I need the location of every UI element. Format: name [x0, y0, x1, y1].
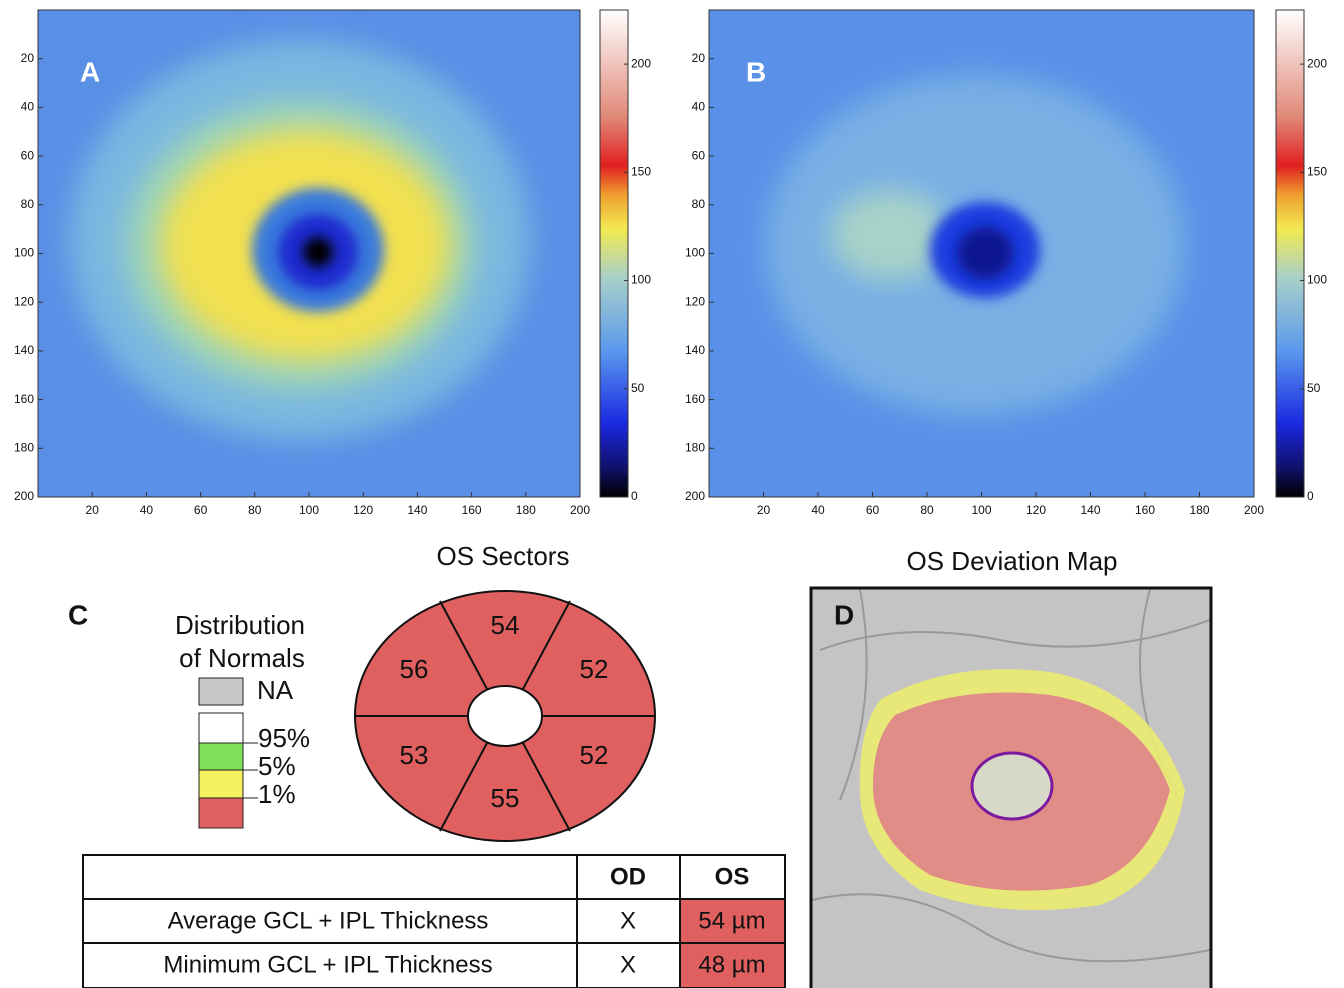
- colorbar-tick-label: 150: [1307, 165, 1327, 179]
- figure: A B C OS Sectors Distribution of Normals…: [0, 0, 1344, 988]
- y-tick-label: 60: [21, 148, 35, 162]
- table-header: OS: [715, 863, 750, 890]
- table-header: OD: [610, 863, 646, 890]
- x-tick-label: 40: [811, 503, 825, 517]
- legend-swatch: [199, 713, 243, 743]
- panel-label: B: [746, 56, 766, 87]
- colorbar-tick-label: 100: [631, 273, 651, 287]
- sector-value: 54: [491, 610, 520, 640]
- colorbar-tick-label: 150: [631, 165, 651, 179]
- y-tick-label: 80: [21, 197, 35, 211]
- x-tick-label: 160: [1135, 503, 1155, 517]
- table-cell: 48 µm: [698, 951, 765, 978]
- sector-value: 55: [491, 783, 520, 813]
- legend-swatch: [199, 743, 243, 770]
- panel-label: A: [80, 56, 100, 87]
- legend-title: of Normals: [179, 643, 305, 673]
- table-cell: 54 µm: [698, 907, 765, 934]
- deviation-map: [812, 589, 1210, 988]
- x-tick-label: 120: [1026, 503, 1046, 517]
- table-cell: Average GCL + IPL Thickness: [168, 907, 489, 934]
- colorbar-tick-label: 200: [1307, 56, 1327, 70]
- x-tick-label: 100: [299, 503, 319, 517]
- legend-item: 1%: [258, 779, 296, 809]
- colorbar: [600, 10, 628, 497]
- legend-title: Distribution: [175, 610, 305, 640]
- x-tick-label: 180: [516, 503, 536, 517]
- y-tick-label: 140: [14, 343, 34, 357]
- sector-value: 52: [580, 654, 609, 684]
- colorbar-tick-label: 50: [631, 381, 645, 395]
- x-tick-label: 60: [866, 503, 880, 517]
- x-tick-label: 140: [407, 503, 427, 517]
- table-cell: X: [620, 907, 636, 934]
- x-tick-label: 200: [570, 503, 590, 517]
- x-tick-label: 20: [757, 503, 771, 517]
- legend-swatch: [199, 770, 243, 798]
- sector-value: 52: [580, 740, 609, 770]
- legend-item: 5%: [258, 751, 296, 781]
- table-cell: Minimum GCL + IPL Thickness: [163, 951, 492, 978]
- colorbar-tick-label: 0: [631, 489, 638, 503]
- colorbar-tick-label: 100: [1307, 273, 1327, 287]
- y-tick-label: 60: [692, 148, 706, 162]
- y-tick-label: 200: [685, 489, 705, 503]
- colorbar-tick-label: 200: [631, 56, 651, 70]
- x-tick-label: 100: [971, 503, 991, 517]
- table-cell: X: [620, 951, 636, 978]
- y-tick-label: 120: [14, 294, 34, 308]
- y-tick-label: 180: [685, 440, 705, 454]
- deviation-title: OS Deviation Map: [907, 546, 1118, 576]
- y-tick-label: 180: [14, 440, 34, 454]
- colorbar-tick-label: 0: [1307, 489, 1314, 503]
- y-tick-label: 100: [685, 246, 705, 260]
- y-tick-label: 80: [692, 197, 706, 211]
- y-tick-label: 160: [14, 392, 34, 406]
- y-tick-label: 200: [14, 489, 34, 503]
- legend-swatch: [199, 798, 243, 828]
- colorbar: [1276, 10, 1304, 497]
- sector-value: 56: [400, 654, 429, 684]
- legend-item: 95%: [258, 723, 310, 753]
- x-tick-label: 160: [462, 503, 482, 517]
- legend-item: NA: [257, 675, 294, 705]
- y-tick-label: 40: [21, 100, 35, 114]
- y-tick-label: 120: [685, 294, 705, 308]
- y-tick-label: 100: [14, 246, 34, 260]
- legend-swatch: [199, 678, 243, 705]
- heatmap-b: [709, 10, 1254, 497]
- y-tick-label: 140: [685, 343, 705, 357]
- y-tick-label: 160: [685, 392, 705, 406]
- x-tick-label: 140: [1080, 503, 1100, 517]
- y-tick-label: 20: [692, 51, 706, 65]
- x-tick-label: 180: [1189, 503, 1209, 517]
- heatmap-a: [38, 10, 580, 497]
- panel-label: C: [68, 599, 88, 630]
- y-tick-label: 20: [21, 51, 35, 65]
- x-tick-label: 80: [248, 503, 262, 517]
- sectors-title: OS Sectors: [437, 541, 570, 571]
- sector-center: [468, 686, 542, 746]
- sector-value: 53: [400, 740, 429, 770]
- x-tick-label: 20: [86, 503, 100, 517]
- x-tick-label: 40: [140, 503, 154, 517]
- x-tick-label: 200: [1244, 503, 1264, 517]
- panel-label: D: [834, 599, 854, 630]
- legend-ticks: [243, 743, 258, 798]
- x-tick-label: 120: [353, 503, 373, 517]
- y-tick-label: 40: [692, 100, 706, 114]
- x-tick-label: 60: [194, 503, 208, 517]
- x-tick-label: 80: [920, 503, 934, 517]
- colorbar-tick-label: 50: [1307, 381, 1321, 395]
